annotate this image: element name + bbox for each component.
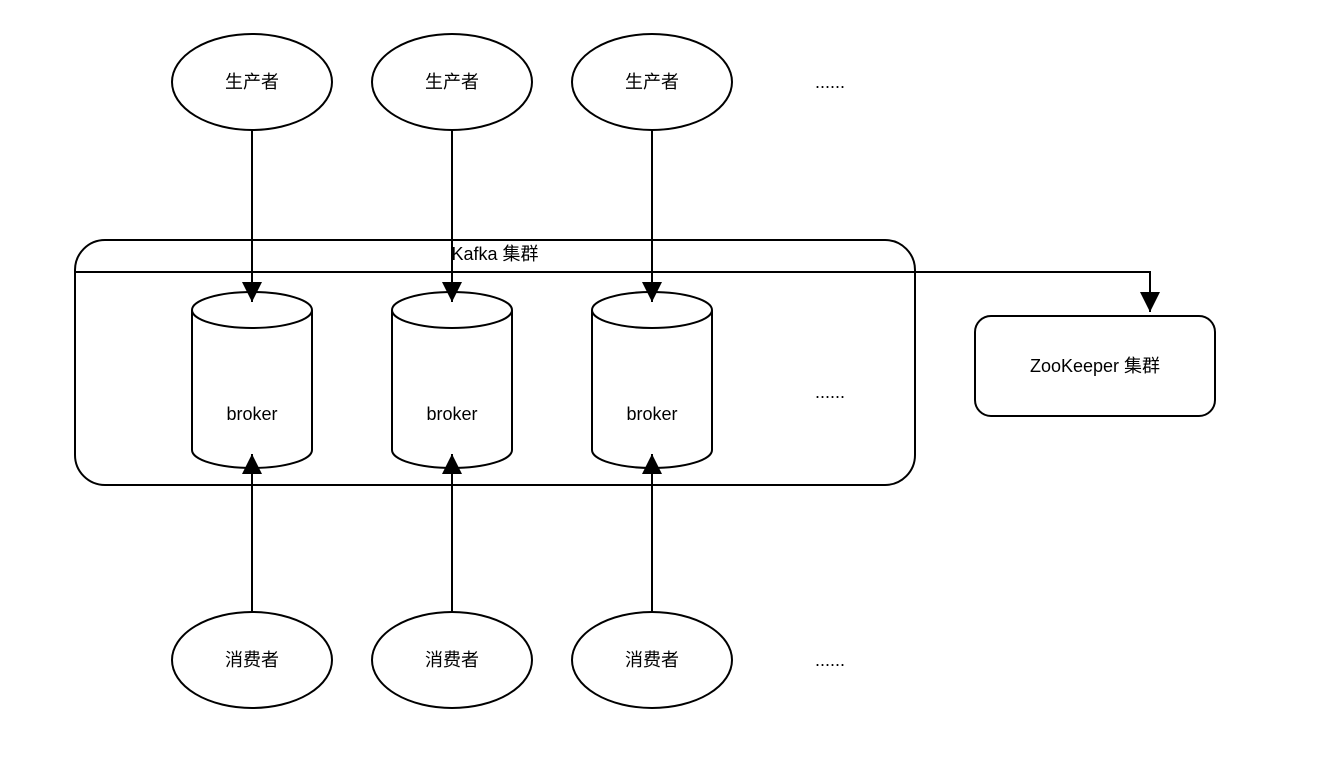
kafka-cluster: Kafka 集群 xyxy=(75,240,915,485)
producer-1: 生产者 xyxy=(372,34,532,130)
producer-0-label: 生产者 xyxy=(225,72,279,92)
kafka-architecture-diagram: Kafka 集群 broker broker broker...... 生产者 生产者 生产… xyxy=(0,0,1340,778)
kafka-cluster-label: Kafka 集群 xyxy=(451,244,538,264)
broker-1-label: broker xyxy=(426,404,477,424)
consumer-0: 消费者 xyxy=(172,612,332,708)
broker-0: broker xyxy=(192,292,312,468)
consumer-1-label: 消费者 xyxy=(425,650,479,670)
consumer-2: 消费者 xyxy=(572,612,732,708)
brokers-ellipsis: ...... xyxy=(815,382,845,402)
broker-0-label: broker xyxy=(226,404,277,424)
arrow-cluster-zookeeper xyxy=(915,272,1150,312)
broker-2: broker xyxy=(592,292,712,468)
zookeeper-label: ZooKeeper 集群 xyxy=(1030,356,1160,376)
consumer-2-label: 消费者 xyxy=(625,650,679,670)
consumer-0-label: 消费者 xyxy=(225,650,279,670)
producer-2: 生产者 xyxy=(572,34,732,130)
producers-ellipsis: ...... xyxy=(815,72,845,92)
producer-1-label: 生产者 xyxy=(425,72,479,92)
broker-1: broker xyxy=(392,292,512,468)
consumer-1: 消费者 xyxy=(372,612,532,708)
zookeeper-cluster: ZooKeeper 集群 xyxy=(975,316,1215,416)
broker-2-label: broker xyxy=(626,404,677,424)
producer-0: 生产者 xyxy=(172,34,332,130)
producer-2-label: 生产者 xyxy=(625,72,679,92)
consumers-ellipsis: ...... xyxy=(815,650,845,670)
